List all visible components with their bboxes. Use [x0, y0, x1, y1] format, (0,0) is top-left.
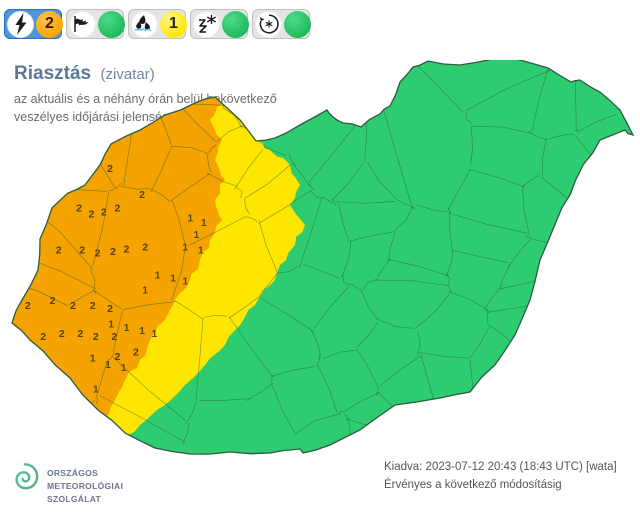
- svg-text:2: 2: [142, 242, 148, 254]
- svg-text:2: 2: [59, 328, 65, 340]
- svg-text:1: 1: [105, 359, 111, 371]
- svg-text:2: 2: [88, 209, 94, 221]
- svg-text:2: 2: [93, 331, 99, 343]
- svg-text:2: 2: [50, 295, 56, 307]
- svg-text:1: 1: [142, 285, 148, 297]
- svg-text:2: 2: [107, 163, 113, 175]
- svg-text:1: 1: [108, 319, 114, 331]
- svg-text:1: 1: [187, 212, 193, 224]
- svg-text:1: 1: [182, 275, 188, 287]
- svg-text:1: 1: [151, 328, 157, 340]
- svg-text:1: 1: [90, 353, 96, 365]
- svg-text:2: 2: [95, 248, 101, 260]
- svg-text:2: 2: [133, 347, 139, 359]
- svg-text:2: 2: [139, 189, 145, 201]
- svg-text:1: 1: [182, 242, 188, 254]
- svg-text:2: 2: [90, 300, 96, 312]
- svg-text:2: 2: [124, 243, 130, 255]
- svg-text:2: 2: [25, 300, 31, 312]
- svg-text:1: 1: [201, 217, 207, 229]
- svg-text:2: 2: [114, 203, 120, 215]
- svg-text:2: 2: [79, 245, 85, 257]
- svg-text:1: 1: [170, 272, 176, 284]
- svg-text:1: 1: [193, 229, 199, 241]
- svg-text:2: 2: [107, 303, 113, 315]
- svg-text:1: 1: [155, 269, 161, 281]
- svg-text:1: 1: [93, 384, 99, 396]
- svg-text:2: 2: [114, 351, 120, 363]
- svg-text:1: 1: [121, 362, 127, 374]
- svg-text:2: 2: [111, 331, 117, 343]
- svg-text:1: 1: [124, 322, 130, 334]
- svg-text:2: 2: [110, 246, 116, 258]
- svg-text:2: 2: [101, 206, 107, 218]
- svg-text:2: 2: [56, 245, 62, 257]
- svg-text:2: 2: [70, 300, 76, 312]
- svg-text:1: 1: [139, 325, 145, 337]
- svg-text:2: 2: [77, 328, 83, 340]
- svg-text:1: 1: [198, 245, 204, 257]
- svg-text:2: 2: [76, 203, 82, 215]
- svg-text:2: 2: [40, 331, 46, 343]
